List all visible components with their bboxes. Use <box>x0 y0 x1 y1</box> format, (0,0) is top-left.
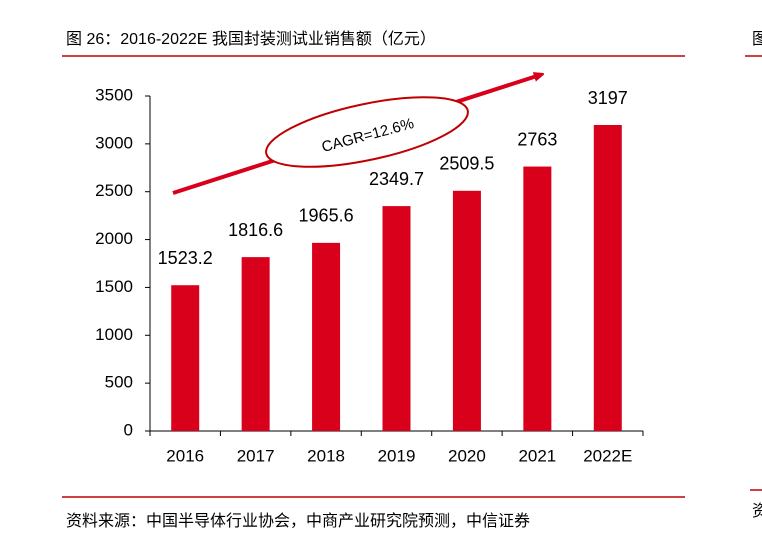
bar <box>171 285 200 431</box>
source-note: 资料来源：中国半导体行业协会，中商产业研究院预测，中信证券 <box>66 512 530 530</box>
bar <box>593 125 622 431</box>
data-label: 2763 <box>517 129 557 149</box>
bar <box>241 257 270 431</box>
data-label: 1816.6 <box>228 220 283 240</box>
y-tick-label: 3000 <box>95 133 133 152</box>
y-tick-label: 3500 <box>95 85 133 104</box>
x-tick-label: 2020 <box>448 446 486 465</box>
x-tick-label: 2018 <box>307 446 345 465</box>
bar <box>523 166 552 431</box>
adjacent-fragment: 图 <box>752 31 762 48</box>
bar <box>452 190 481 431</box>
x-tick-label: 2019 <box>378 446 416 465</box>
chart-title: 图 26：2016-2022E 我国封装测试业销售额（亿元） <box>66 30 436 48</box>
y-tick-label: 2000 <box>95 229 133 248</box>
x-tick-label: 2022E <box>583 446 632 465</box>
annotation-ellipse <box>265 96 469 168</box>
data-label: 1523.2 <box>158 248 213 268</box>
y-tick-label: 1500 <box>95 277 133 296</box>
data-label: 2349.7 <box>369 169 424 189</box>
data-label: 3197 <box>588 88 628 108</box>
x-tick-label: 2021 <box>518 446 556 465</box>
y-tick-label: 500 <box>105 373 133 392</box>
adjacent-fragment: 资 <box>752 502 762 520</box>
y-tick-label: 2500 <box>95 181 133 200</box>
x-tick-label: 2016 <box>166 446 204 465</box>
x-tick-label: 2017 <box>237 446 275 465</box>
bar <box>382 206 411 431</box>
data-label: 1965.6 <box>299 206 354 226</box>
y-tick-label: 1000 <box>95 325 133 344</box>
bar <box>312 242 341 431</box>
data-label: 2509.5 <box>439 154 494 174</box>
y-tick-label: 0 <box>124 420 133 439</box>
